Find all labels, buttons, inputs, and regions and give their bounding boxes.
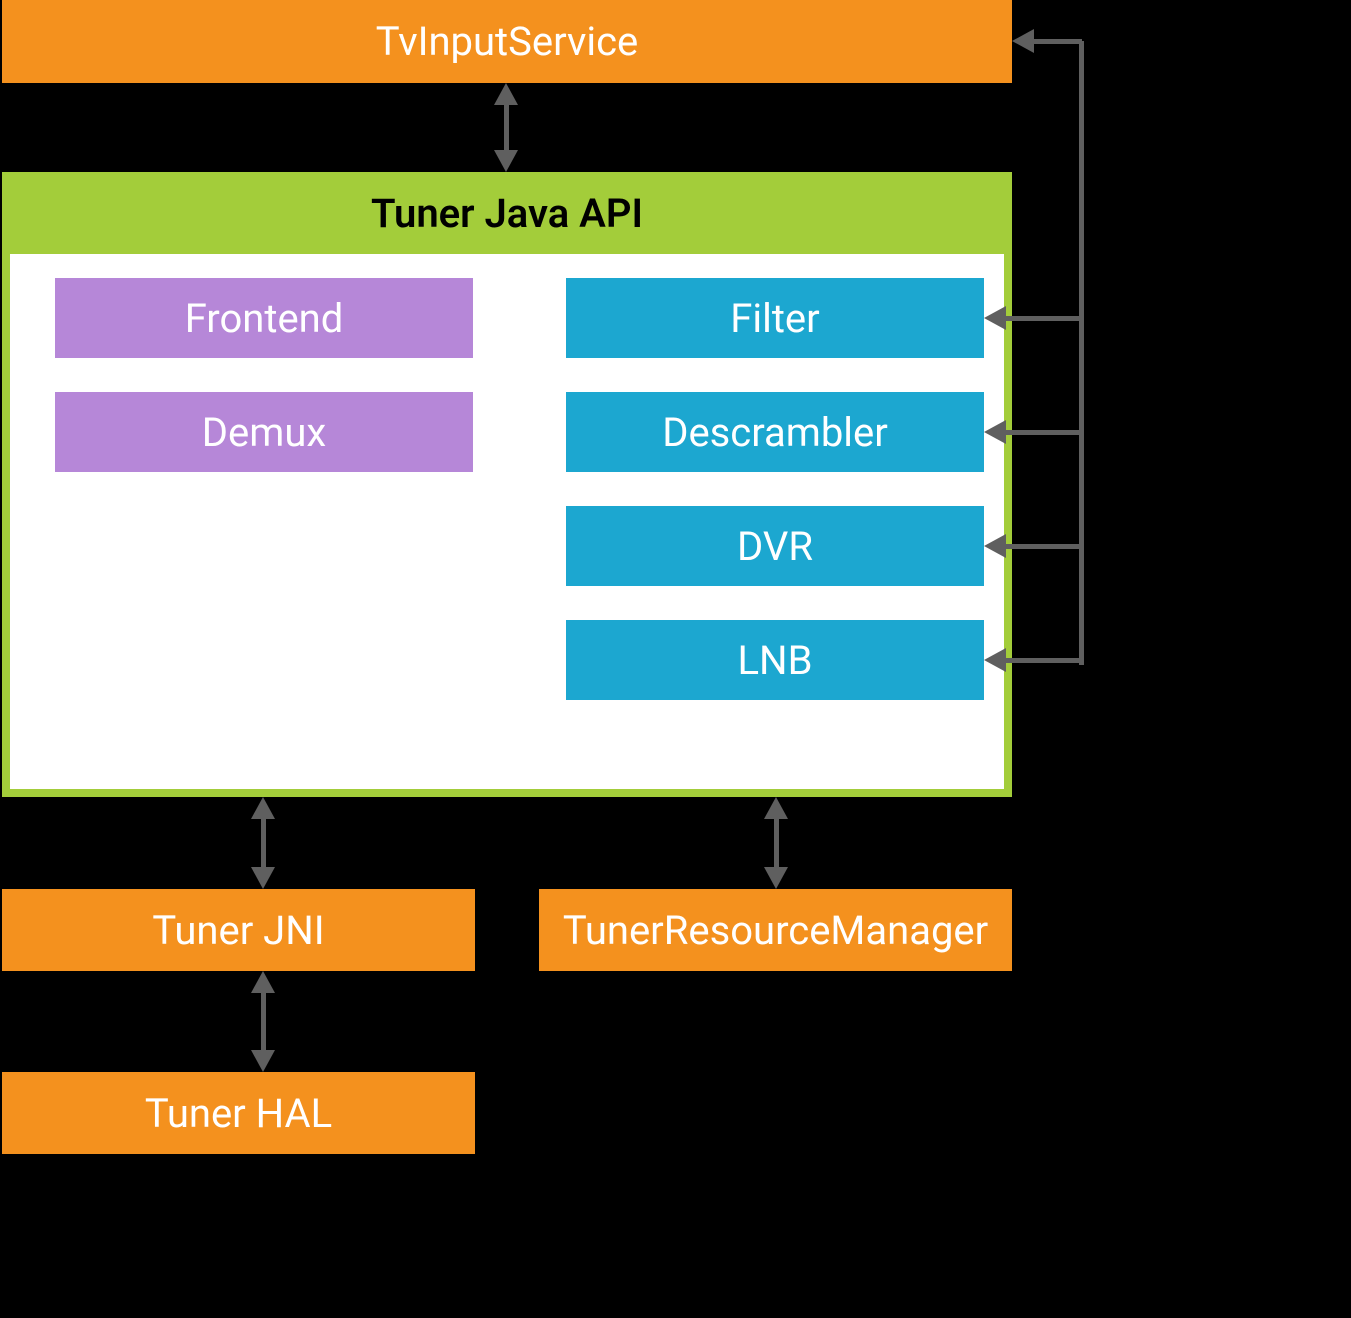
box-demux: Demux [55, 392, 473, 472]
box-tvinput: TvInputService [2, 0, 1012, 83]
arrow-bus-dvr [1002, 544, 1082, 549]
arrowhead-up-3 [764, 797, 788, 819]
label-trm: TunerResourceManager [563, 907, 988, 954]
box-trm: TunerResourceManager [539, 889, 1012, 971]
label-tuner-hal: Tuner HAL [145, 1090, 332, 1137]
label-lnb: LNB [738, 637, 813, 684]
label-filter: Filter [730, 295, 819, 342]
box-descrambler: Descrambler [566, 392, 984, 472]
arrow-tvinput-api [504, 100, 509, 156]
arrowhead-left-descrambler [984, 420, 1006, 444]
label-dvr: DVR [737, 523, 813, 570]
label-tvinput: TvInputService [376, 18, 639, 65]
box-tuner-hal: Tuner HAL [2, 1072, 475, 1154]
arrow-bus-lnb [1002, 658, 1082, 663]
header-tuner-api: Tuner Java API [2, 172, 1012, 254]
arrow-api-trm [774, 814, 779, 872]
arrow-bus-filter [1002, 316, 1082, 321]
label-descrambler: Descrambler [662, 409, 888, 456]
arrow-jni-hal [261, 988, 266, 1055]
box-filter: Filter [566, 278, 984, 358]
arrowhead-left-lnb [984, 648, 1006, 672]
arrow-api-jni [261, 814, 266, 872]
container-tuner-api [2, 172, 1012, 797]
box-frontend: Frontend [55, 278, 473, 358]
label-tuner-jni: Tuner JNI [152, 907, 324, 954]
arrowhead-left-tvinput [1012, 29, 1034, 53]
right-bus-vertical [1079, 41, 1084, 665]
arrowhead-up-1 [494, 83, 518, 105]
label-demux: Demux [202, 409, 326, 456]
box-dvr: DVR [566, 506, 984, 586]
label-frontend: Frontend [185, 295, 344, 342]
arrowhead-down-4 [251, 1050, 275, 1072]
box-lnb: LNB [566, 620, 984, 700]
arrowhead-up-4 [251, 971, 275, 993]
box-tuner-jni: Tuner JNI [2, 889, 475, 971]
label-tuner-api: Tuner Java API [371, 190, 643, 237]
arrowhead-left-filter [984, 306, 1006, 330]
arrowhead-down-2 [251, 867, 275, 889]
arrow-bus-descrambler [1002, 430, 1082, 435]
arrowhead-down-1 [494, 150, 518, 172]
arrowhead-up-2 [251, 797, 275, 819]
arrowhead-left-dvr [984, 534, 1006, 558]
arrowhead-down-3 [764, 867, 788, 889]
arrow-bus-tvinput [1030, 39, 1082, 44]
